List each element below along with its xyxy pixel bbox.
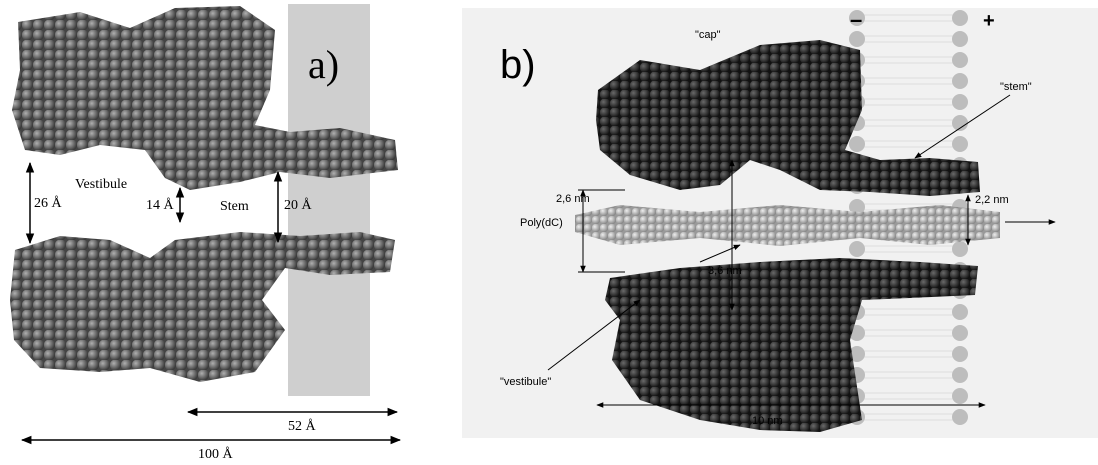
polarity: – [850, 7, 862, 32]
lipid-head [952, 73, 968, 89]
lipid-head [952, 304, 968, 320]
label: "stem" [1000, 81, 1032, 93]
dimension: 26 Å [34, 195, 63, 211]
lipid-head [849, 136, 865, 152]
lipid-head [952, 10, 968, 26]
lipid-head [952, 367, 968, 383]
lipid-head [952, 136, 968, 152]
pointer [914, 94, 1011, 159]
panel-label: b) [500, 43, 536, 87]
lipid-head [849, 199, 865, 215]
protein-lower [605, 258, 978, 432]
lipid-head [952, 31, 968, 47]
protein-lower [10, 232, 395, 382]
panel-a: a) Vestibule Stem 26 Å 14 Å 20 Å 52 Å 10… [10, 4, 402, 462]
protein-upper [12, 6, 398, 190]
dimension: 52 Å [288, 418, 317, 434]
dimension: 10 nm [752, 415, 783, 427]
lipid-head [952, 325, 968, 341]
label: Poly(dC) [520, 217, 563, 229]
lipid-head [952, 388, 968, 404]
lipid-head [952, 409, 968, 425]
lipid-head [952, 346, 968, 362]
dimension: 2,2 nm [975, 194, 1009, 206]
dimension: 14 Å [146, 197, 175, 213]
label: "cap" [695, 29, 721, 41]
lipid-head [952, 94, 968, 110]
dimension: 100 Å [198, 446, 234, 462]
lipid-head [849, 346, 865, 362]
dimension: 2,6 nm [556, 193, 590, 205]
lipid-head [952, 52, 968, 68]
lipid-head [849, 31, 865, 47]
lipid-head [849, 10, 865, 26]
pointer [699, 244, 741, 263]
label: Vestibule [75, 177, 127, 192]
membrane [288, 4, 370, 396]
panel-b: b) "cap" "stem" "vestibule" Poly(dC) 2,6… [462, 7, 1098, 438]
pointer [547, 299, 641, 371]
dimension: 3,6 nm [708, 265, 742, 277]
lipid-head [952, 115, 968, 131]
lipid-head [849, 241, 865, 257]
label: "vestibule" [500, 376, 551, 388]
label: Stem [220, 199, 249, 214]
polymer-strand [575, 205, 1000, 246]
panel-label: a) [308, 42, 339, 87]
dimension: 20 Å [284, 197, 313, 213]
protein-upper [596, 40, 980, 196]
lipid-head [952, 241, 968, 257]
polarity: + [983, 10, 995, 32]
